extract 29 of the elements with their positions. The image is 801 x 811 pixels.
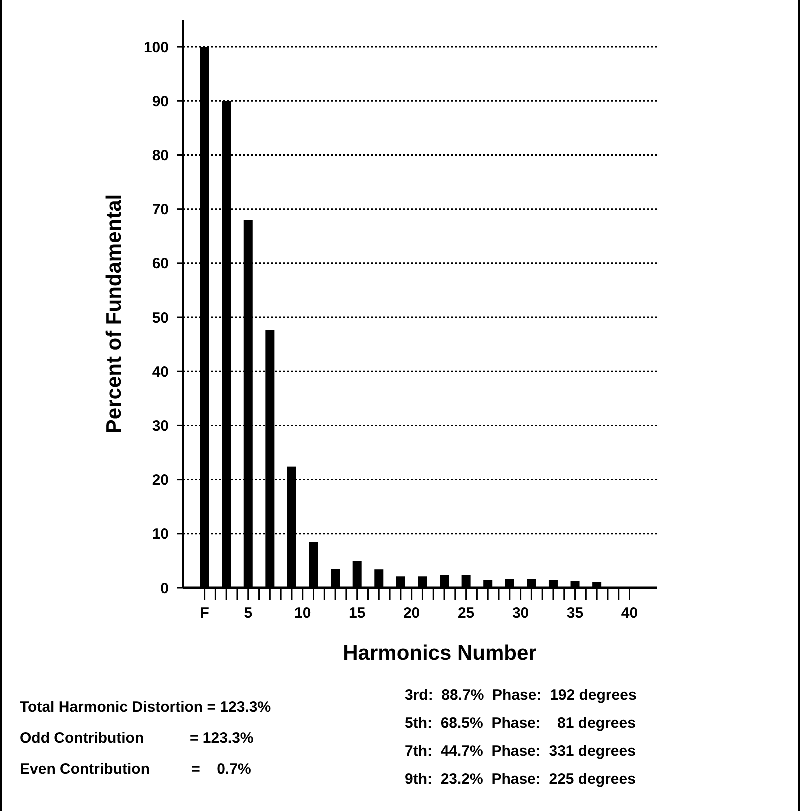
x-tick-label: F: [200, 605, 210, 622]
text: Odd Contribution = 123.3%: [20, 730, 254, 747]
x-tick-label: 5: [244, 605, 253, 622]
x-tick-label: 30: [512, 605, 530, 622]
y-axis-title: Percent of Fundamental: [103, 194, 126, 434]
y-tick-label: 30: [152, 418, 169, 435]
y-tick-label: 80: [152, 147, 169, 164]
x-tick-label: 20: [403, 605, 420, 622]
text: 9th: 23.2% Phase: 225 degrees: [405, 771, 636, 788]
y-tick-label: 60: [152, 256, 169, 273]
y-tick-label: 90: [152, 93, 169, 110]
y-tick-label: 70: [152, 202, 169, 219]
x-tick-label: 40: [621, 605, 638, 622]
y-tick-label: 20: [152, 472, 169, 490]
x-tick-label: 35: [566, 605, 584, 622]
y-tick-label: 40: [152, 364, 169, 381]
x-tick-label: 25: [458, 605, 475, 622]
x-axis-title: Harmonics Number: [343, 642, 537, 665]
y-tick-label: 50: [152, 310, 169, 327]
y-tick-label: 100: [144, 39, 169, 56]
y-tick-label: 0: [160, 580, 169, 598]
text: 7th: 44.7% Phase: 331 degrees: [405, 743, 636, 760]
text: Even Contribution = 0.7%: [20, 761, 252, 778]
text: 3rd: 88.7% Phase: 192 degrees: [405, 687, 637, 704]
text: 5th: 68.5% Phase: 81 degrees: [405, 715, 636, 732]
text: Total Harmonic Distortion = 123.3%: [20, 699, 272, 716]
y-tick-label: 10: [152, 526, 169, 544]
x-tick-label: 10: [294, 605, 312, 622]
x-tick-label: 15: [349, 605, 366, 622]
